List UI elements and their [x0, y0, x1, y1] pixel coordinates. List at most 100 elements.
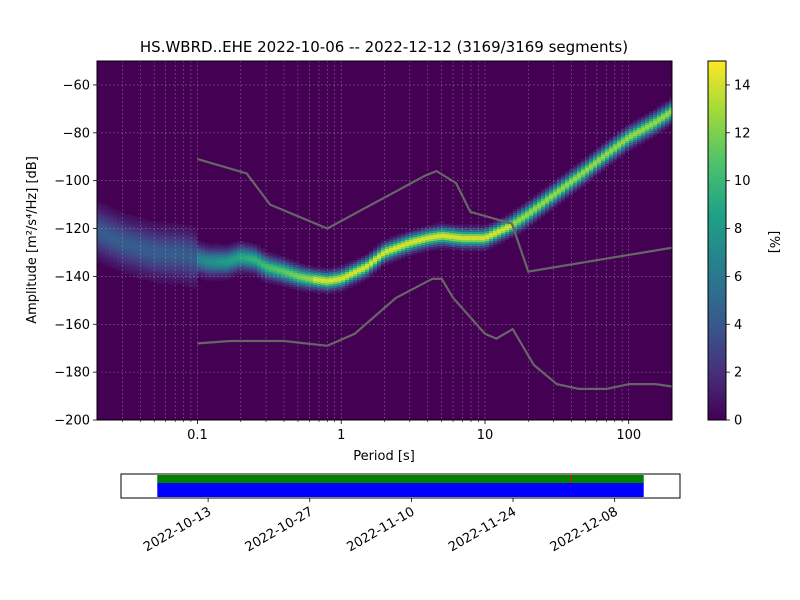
- density-cell: [133, 264, 137, 266]
- density-cell: [521, 226, 525, 228]
- density-cell: [345, 268, 349, 270]
- density-cell: [281, 272, 285, 274]
- density-cell: [521, 222, 525, 224]
- density-cell: [145, 266, 149, 268]
- density-cell: [457, 242, 461, 244]
- density-cell: [133, 224, 137, 226]
- density-cell: [181, 254, 185, 256]
- density-cell: [157, 236, 161, 238]
- density-cell: [485, 233, 489, 235]
- density-cell: [133, 252, 137, 254]
- density-cell: [577, 172, 581, 174]
- density-cell: [381, 250, 385, 252]
- density-cell: [449, 247, 453, 249]
- density-cell: [173, 247, 177, 249]
- density-cell: [581, 177, 585, 179]
- density-cell: [225, 258, 229, 260]
- density-cell: [577, 164, 581, 166]
- density-cell: [597, 155, 601, 157]
- density-cell: [405, 252, 409, 254]
- density-cell: [241, 265, 245, 267]
- density-cell: [161, 226, 165, 228]
- density-cell: [669, 120, 672, 122]
- density-cell: [333, 268, 337, 270]
- density-cell: [633, 134, 637, 136]
- density-cell: [113, 229, 117, 231]
- density-cell: [381, 246, 385, 248]
- density-cell: [177, 270, 181, 272]
- density-cell: [417, 228, 421, 230]
- density-cell: [161, 276, 165, 278]
- density-cell: [153, 256, 157, 258]
- density-cell: [413, 229, 417, 231]
- density-cell: [361, 262, 365, 264]
- density-cell: [309, 284, 313, 286]
- density-cell: [349, 266, 353, 268]
- density-cell: [97, 213, 101, 215]
- density-cell: [177, 256, 181, 258]
- density-cell: [465, 242, 469, 244]
- density-cell: [369, 251, 373, 253]
- density-cell: [637, 126, 641, 128]
- density-cell: [293, 261, 297, 263]
- density-cell: [345, 278, 349, 280]
- density-cell: [649, 111, 653, 113]
- density-cell: [177, 260, 181, 262]
- density-cell: [249, 261, 253, 263]
- density-cell: [393, 248, 397, 250]
- density-cell: [441, 246, 445, 248]
- density-cell: [201, 278, 205, 280]
- density-cell: [437, 240, 441, 242]
- density-cell: [433, 223, 437, 225]
- density-cell: [573, 181, 577, 183]
- density-cell: [525, 225, 529, 227]
- density-cell: [313, 275, 317, 277]
- density-cell: [185, 247, 189, 249]
- density-cell: [153, 226, 157, 228]
- density-cell: [605, 154, 609, 156]
- density-cell: [293, 279, 297, 281]
- density-cell: [573, 183, 577, 185]
- density-cell: [569, 168, 573, 170]
- density-cell: [461, 230, 465, 232]
- density-cell: [169, 279, 173, 281]
- density-cell: [465, 234, 469, 236]
- density-cell: [369, 259, 373, 261]
- density-cell: [609, 159, 613, 161]
- density-cell: [113, 211, 117, 213]
- density-cell: [117, 249, 121, 251]
- density-cell: [169, 269, 173, 271]
- density-cell: [233, 248, 237, 250]
- density-cell: [565, 185, 569, 187]
- density-cell: [313, 273, 317, 275]
- density-cell: [289, 259, 293, 261]
- density-cell: [109, 209, 113, 211]
- density-cell: [149, 279, 153, 281]
- density-cell: [137, 267, 141, 269]
- density-cell: [409, 250, 413, 252]
- density-cell: [189, 246, 193, 248]
- density-cell: [121, 230, 125, 232]
- density-cell: [469, 230, 473, 232]
- density-cell: [409, 244, 413, 246]
- density-cell: [441, 224, 445, 226]
- density-cell: [533, 205, 537, 207]
- density-cell: [125, 270, 129, 272]
- density-cell: [157, 254, 161, 256]
- density-cell: [621, 134, 625, 136]
- density-cell: [185, 239, 189, 241]
- density-cell: [125, 260, 129, 262]
- density-cell: [445, 246, 449, 248]
- density-cell: [561, 196, 565, 198]
- density-cell: [373, 246, 377, 248]
- density-cell: [241, 245, 245, 247]
- density-cell: [545, 198, 549, 200]
- density-cell: [553, 196, 557, 198]
- density-cell: [489, 235, 493, 237]
- density-cell: [405, 232, 409, 234]
- density-cell: [653, 133, 657, 135]
- density-cell: [101, 253, 105, 255]
- density-cell: [633, 140, 637, 142]
- density-cell: [473, 226, 477, 228]
- density-cell: [373, 258, 377, 260]
